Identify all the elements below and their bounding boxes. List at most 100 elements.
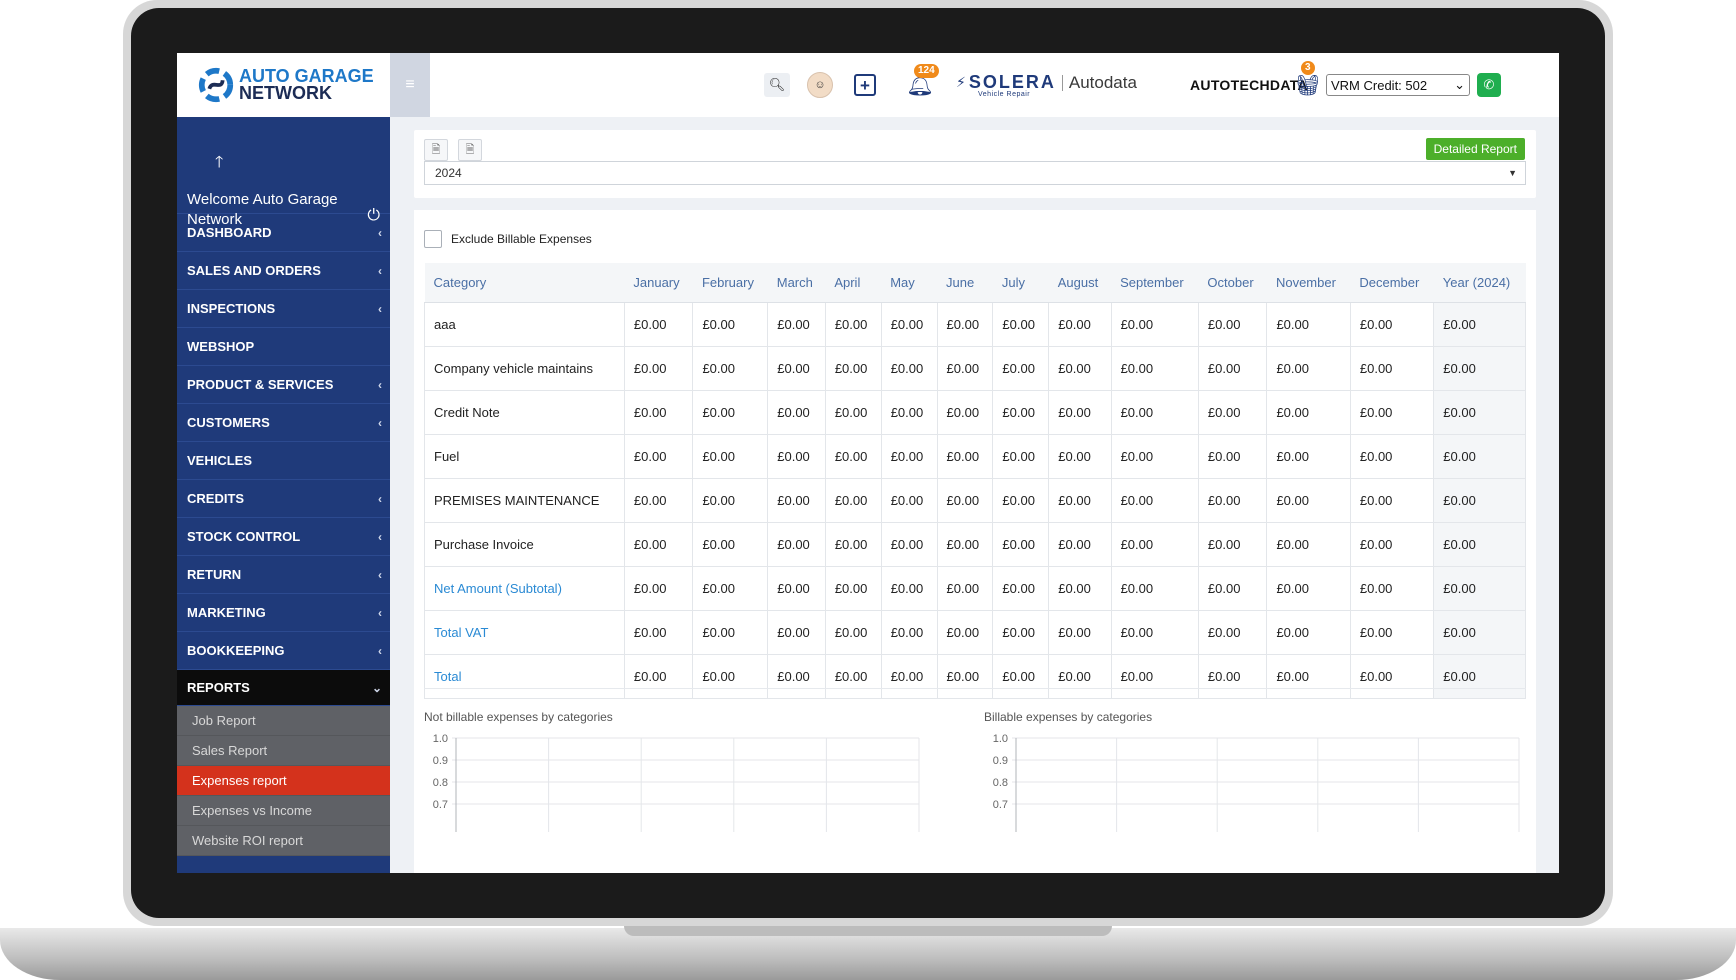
- chevron-icon: ‹: [378, 377, 382, 392]
- table-row: PREMISES MAINTENANCE £0.00 £0.00 £0.00 £0.00…: [424, 478, 1526, 523]
- year-select[interactable]: 2024 ▼: [424, 161, 1526, 185]
- notifications-badge: 124: [914, 64, 939, 78]
- export-excel-button[interactable]: 🗎: [458, 139, 482, 161]
- sidebar-item-product-services[interactable]: PRODUCT & SERVICES ‹: [177, 366, 390, 404]
- submenu-item-sales-report[interactable]: Sales Report: [177, 736, 390, 766]
- sidebar-item-dashboard[interactable]: DASHBOARD ‹: [177, 214, 390, 252]
- column-header: August: [1048, 263, 1112, 303]
- category-link[interactable]: Net Amount (Subtotal): [424, 566, 625, 611]
- amount-cell: £0.00: [767, 434, 826, 479]
- menu-toggle-button[interactable]: ≡: [390, 53, 430, 117]
- billable-chart: Billable expenses by categories 1.0 0.9 0.…: [984, 710, 1524, 832]
- sidebar-item-label: INSPECTIONS: [187, 301, 276, 316]
- notifications-bell-icon[interactable]: 🔔︎ 124: [906, 64, 939, 98]
- sidebar-item-webshop[interactable]: WEBSHOP: [177, 328, 390, 366]
- vrm-credit-select[interactable]: VRM Credit: 502 ⌄: [1326, 74, 1470, 96]
- amount-cell: £0.00: [1266, 654, 1351, 699]
- sidebar-item-label: PRODUCT & SERVICES: [187, 377, 334, 392]
- table-row: Total £0.00 £0.00 £0.00 £0.00 £0.00 £0.00 £0.00…: [424, 654, 1526, 699]
- avatar[interactable]: ☺: [807, 72, 833, 98]
- sidebar-item-label: REPORTS: [187, 680, 250, 695]
- amount-cell: £0.00: [1198, 566, 1268, 611]
- report-toolbar: 🗎 🗎 Detailed Report 2024 ▼: [414, 130, 1536, 198]
- amount-cell: £0.00: [1048, 654, 1112, 699]
- year-total-cell: £0.00: [1433, 654, 1526, 699]
- amount-cell: £0.00: [1048, 610, 1112, 655]
- amount-cell: £0.00: [881, 566, 938, 611]
- hamburger-icon: ≡: [405, 76, 415, 93]
- amount-cell: £0.00: [624, 566, 694, 611]
- exclude-billable-option[interactable]: Exclude Billable Expenses: [424, 230, 592, 248]
- whatsapp-button[interactable]: ✆: [1477, 73, 1501, 97]
- amount-cell: £0.00: [1111, 390, 1199, 435]
- laptop-base: [0, 928, 1736, 980]
- sidebar-item-return[interactable]: RETURN ‹: [177, 556, 390, 594]
- sidebar-item-bookkeeping[interactable]: BOOKKEEPING ‹: [177, 632, 390, 670]
- cart-icon[interactable]: 🧺︎ 3: [1295, 60, 1321, 97]
- amount-cell: £0.00: [692, 434, 769, 479]
- category-cell: Fuel: [424, 434, 625, 479]
- table-row: Credit Note £0.00 £0.00 £0.00 £0.00 £0.00 £0.0…: [424, 390, 1526, 435]
- category-link[interactable]: Total: [424, 654, 625, 699]
- table-row: Purchase Invoice £0.00 £0.00 £0.00 £0.00 £0.0…: [424, 522, 1526, 567]
- amount-cell: £0.00: [992, 302, 1050, 347]
- amount-cell: £0.00: [624, 654, 694, 699]
- column-header: February: [692, 263, 768, 303]
- chart-title: Billable expenses by categories: [984, 710, 1153, 724]
- category-link[interactable]: Total VAT: [424, 610, 625, 655]
- amount-cell: £0.00: [937, 478, 994, 523]
- sidebar-item-sales-and-orders[interactable]: SALES AND ORDERS ‹: [177, 252, 390, 290]
- exclude-billable-checkbox[interactable]: [424, 230, 442, 248]
- category-cell: Company vehicle maintains: [424, 346, 625, 391]
- user-panel: 🡑 Welcome Auto Garage Network ⏻: [177, 117, 390, 228]
- sidebar-item-stock-control[interactable]: STOCK CONTROL ‹: [177, 518, 390, 556]
- search-button[interactable]: 🔍︎: [764, 73, 790, 97]
- arrow-up-icon[interactable]: 🡑: [215, 154, 224, 171]
- amount-cell: £0.00: [692, 302, 769, 347]
- sidebar-item-marketing[interactable]: MARKETING ‹: [177, 594, 390, 632]
- submenu-item-job-report[interactable]: Job Report: [177, 706, 390, 736]
- welcome-text: Welcome Auto Garage Network: [187, 191, 338, 228]
- chevron-icon: ‹: [378, 301, 382, 316]
- amount-cell: £0.00: [692, 654, 769, 699]
- column-header: October: [1198, 263, 1267, 303]
- brand-logo[interactable]: AUTO GARAGE NETWORK: [177, 53, 390, 117]
- power-icon[interactable]: ⏻: [367, 207, 380, 224]
- whatsapp-icon: ✆: [1483, 77, 1495, 92]
- table-row: Net Amount (Subtotal) £0.00 £0.00 £0.00 £0.0…: [424, 566, 1526, 611]
- sidebar-item-inspections[interactable]: INSPECTIONS ‹: [177, 290, 390, 328]
- amount-cell: £0.00: [1111, 522, 1199, 567]
- solera-subtitle: Vehicle Repair: [978, 91, 1031, 98]
- amount-cell: £0.00: [881, 478, 938, 523]
- brand-line1: AUTO GARAGE: [239, 66, 374, 86]
- amount-cell: £0.00: [1048, 478, 1112, 523]
- brand-line2: NETWORK: [239, 83, 332, 103]
- sidebar-item-credits[interactable]: CREDITS ‹: [177, 480, 390, 518]
- amount-cell: £0.00: [1048, 434, 1112, 479]
- detailed-report-button[interactable]: Detailed Report: [1425, 138, 1525, 160]
- amount-cell: £0.00: [881, 434, 938, 479]
- amount-cell: £0.00: [1111, 478, 1199, 523]
- export-pdf-button[interactable]: 🗎: [424, 139, 448, 161]
- amount-cell: £0.00: [825, 566, 882, 611]
- amount-cell: £0.00: [767, 522, 826, 567]
- solera-logo: SOLERA: [968, 72, 1056, 92]
- amount-cell: £0.00: [825, 654, 882, 699]
- column-header: May: [881, 263, 938, 303]
- sidebar-item-label: CREDITS: [187, 491, 245, 506]
- caret-down-icon: ▼: [1508, 168, 1517, 178]
- year-total-cell: £0.00: [1433, 522, 1526, 567]
- amount-cell: £0.00: [1266, 434, 1351, 479]
- sidebar-item-customers[interactable]: CUSTOMERS ‹: [177, 404, 390, 442]
- sidebar-item-vehicles[interactable]: VEHICLES: [177, 442, 390, 480]
- submenu-item-website-roi-report[interactable]: Website ROI report: [177, 826, 390, 856]
- sidebar-item-reports[interactable]: REPORTS ⌄: [177, 670, 390, 706]
- amount-cell: £0.00: [825, 610, 882, 655]
- amount-cell: £0.00: [881, 610, 938, 655]
- column-header: Category: [424, 263, 625, 303]
- amount-cell: £0.00: [692, 610, 769, 655]
- add-icon[interactable]: +: [854, 74, 876, 96]
- submenu-item-expenses-report[interactable]: Expenses report: [177, 766, 390, 796]
- amount-cell: £0.00: [1350, 346, 1435, 391]
- submenu-item-expenses-vs-income[interactable]: Expenses vs Income: [177, 796, 390, 826]
